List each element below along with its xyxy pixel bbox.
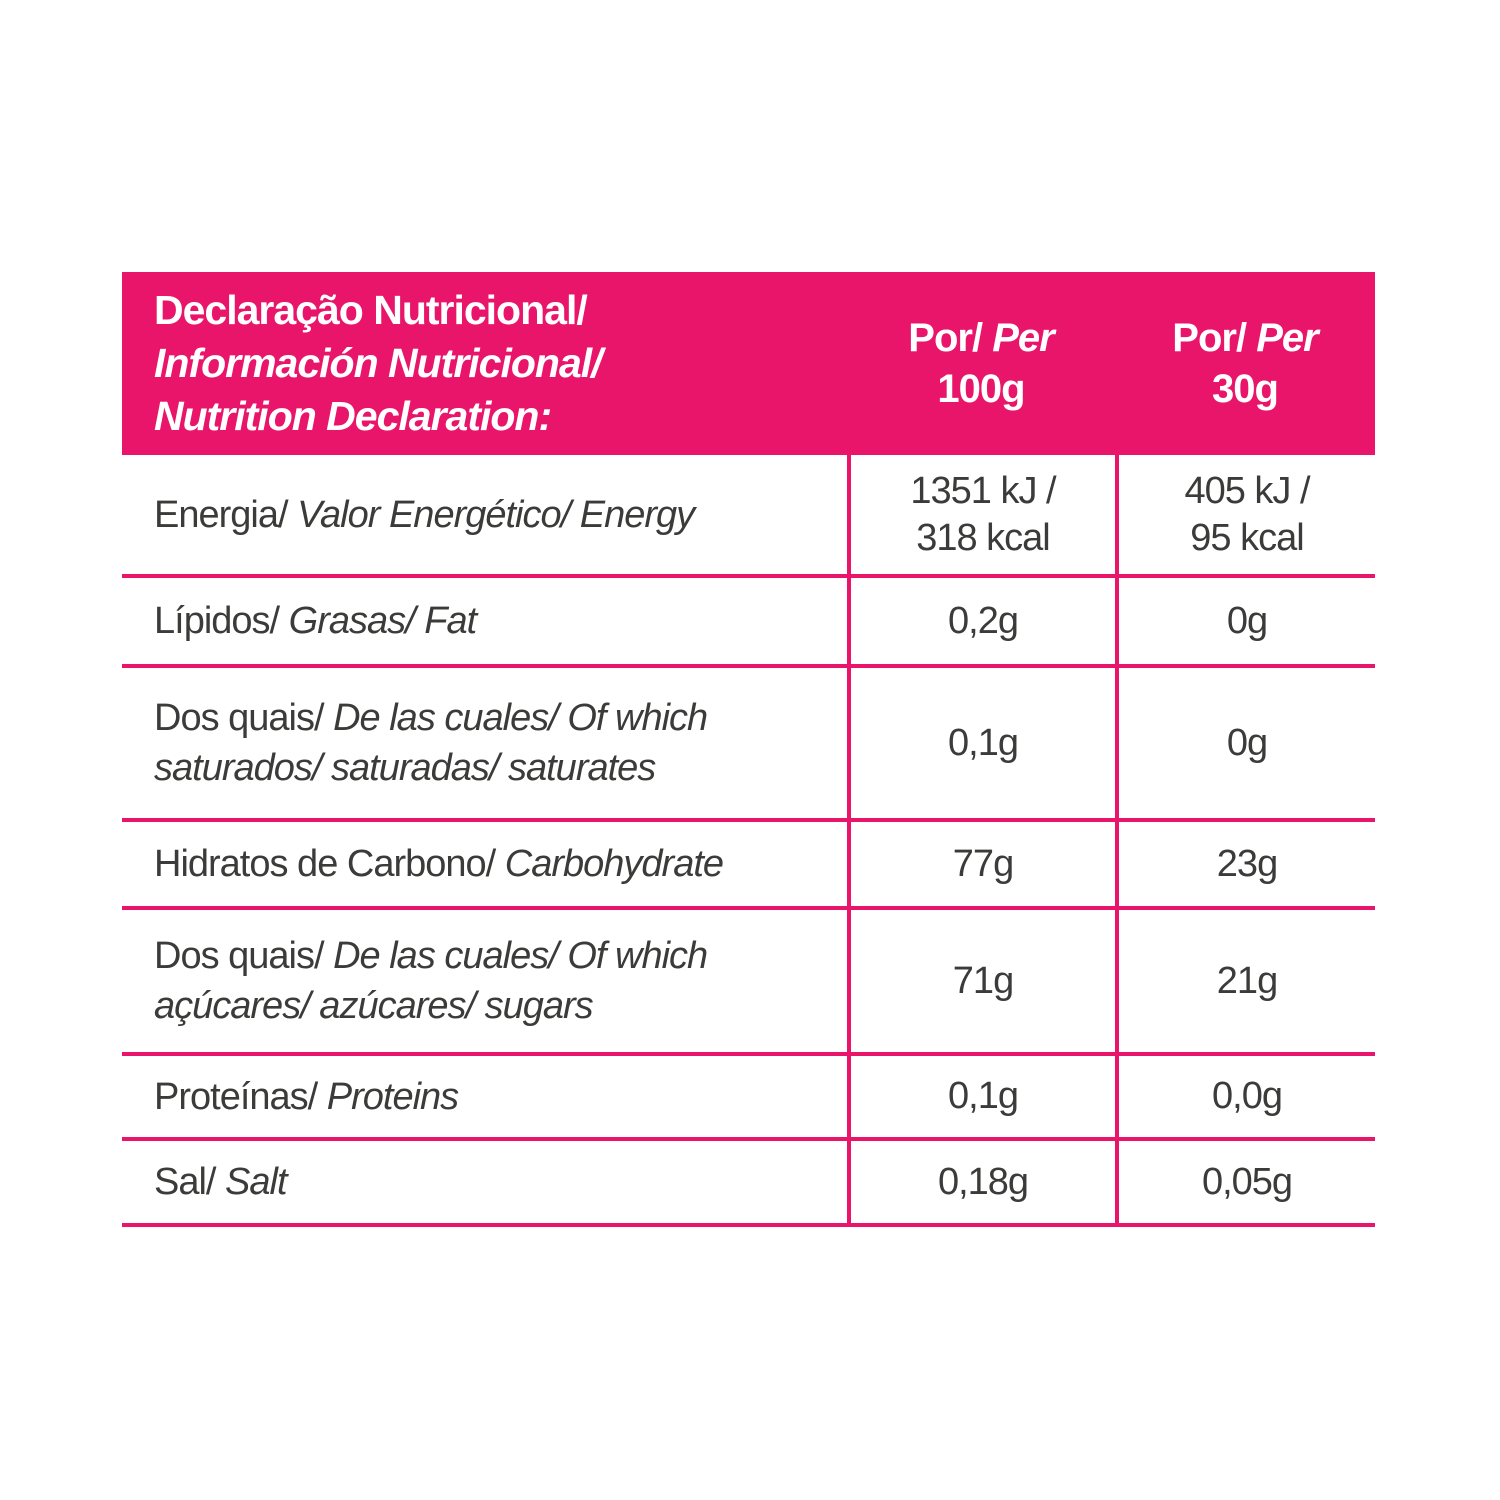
column-header-label: Por/ Per (908, 313, 1054, 364)
value-per-30g: 21g (1115, 910, 1375, 1052)
value-per-100g: 0,1g (847, 1056, 1115, 1137)
column-header-per-100g: Por/ Per 100g (847, 272, 1115, 455)
nutrient-name-italic: Carbohydrate (495, 843, 724, 885)
nutrient-name: Dos quais/ De las cuales/ Of which açúca… (154, 931, 708, 1031)
value-per-100g: 0,18g (847, 1141, 1115, 1223)
nutrient-name-cell: Sal/ Salt (122, 1141, 847, 1223)
table-title-line-es: Información Nutricional/ (154, 340, 603, 386)
nutrient-name-regular: Proteínas/ (154, 1075, 318, 1118)
value-per-100g: 1351 kJ / 318 kcal (847, 455, 1115, 574)
nutrient-name-italic: Valor Energético/ Energy (287, 493, 695, 536)
value-per-30g: 0g (1115, 578, 1375, 664)
table-title: Declaração Nutricional/ Información Nutr… (122, 272, 847, 455)
nutrient-name-regular: Lípidos/ (154, 600, 280, 642)
value-per-30g: 0,05g (1115, 1141, 1375, 1223)
value-per-30g: 0g (1115, 668, 1375, 818)
nutrient-name-cell: Lípidos/ Grasas/ Fat (122, 578, 847, 664)
nutrient-row: Sal/ Salt 0,18g 0,05g (122, 1141, 1375, 1227)
nutrient-row: Hidratos de Carbono/ Carbohydrate 77g 23… (122, 822, 1375, 910)
nutrient-name-italic: Salt (215, 1161, 288, 1203)
value-per-100g: 77g (847, 822, 1115, 906)
value-per-100g: 71g (847, 910, 1115, 1052)
nutrient-name: Hidratos de Carbono/ Carbohydrate (154, 839, 724, 889)
column-header-label-italic: Per (992, 315, 1054, 360)
nutrient-row: Dos quais/ De las cuales/ Of which açúca… (122, 910, 1375, 1056)
table-header: Declaração Nutricional/ Información Nutr… (122, 272, 1375, 455)
table-title-line-pt: Declaração Nutricional/ (154, 287, 588, 333)
nutrient-name-italic: Proteins (317, 1075, 459, 1118)
column-header-label-italic: Per (1256, 315, 1318, 360)
nutrient-name-regular: Sal/ (154, 1161, 216, 1203)
nutrition-table: Declaração Nutricional/ Información Nutr… (122, 272, 1375, 1227)
nutrient-name-cell: Proteínas/ Proteins (122, 1056, 847, 1137)
nutrient-row: Dos quais/ De las cuales/ Of which satur… (122, 668, 1375, 822)
nutrient-name-cell: Dos quais/ De las cuales/ Of which satur… (122, 668, 847, 818)
column-header-label-regular: Por/ (1172, 315, 1247, 360)
nutrient-name-regular: Hidratos de Carbono/ (154, 843, 496, 885)
value-per-100g: 0,1g (847, 668, 1115, 818)
table-title-line-en: Nutrition Declaration: (154, 393, 552, 439)
nutrient-name-italic: De las cuales/ Of which saturados/ satur… (154, 697, 708, 789)
nutrient-name: Dos quais/ De las cuales/ Of which satur… (154, 693, 708, 793)
value-per-30g: 0,0g (1115, 1056, 1375, 1137)
nutrient-name-regular: Dos quais/ (154, 935, 325, 977)
nutrient-row: Lípidos/ Grasas/ Fat 0,2g 0g (122, 578, 1375, 668)
nutrient-name-italic: De las cuales/ Of which açúcares/ azúcar… (154, 935, 708, 1027)
nutrient-name: Sal/ Salt (154, 1157, 288, 1207)
value-per-100g: 0,2g (847, 578, 1115, 664)
nutrient-row: Energia/ Valor Energético/ Energy 1351 k… (122, 455, 1375, 578)
column-header-per-30g: Por/ Per 30g (1115, 272, 1375, 455)
nutrient-name-regular: Energia/ (154, 493, 289, 536)
column-header-amount: 100g (937, 366, 1025, 411)
value-per-30g: 405 kJ / 95 kcal (1115, 455, 1375, 574)
nutrient-name: Lípidos/ Grasas/ Fat (154, 596, 478, 646)
nutrient-name: Proteínas/ Proteins (154, 1072, 459, 1122)
column-header-amount: 30g (1212, 366, 1279, 411)
nutrient-name-cell: Dos quais/ De las cuales/ Of which açúca… (122, 910, 847, 1052)
table-body: Energia/ Valor Energético/ Energy 1351 k… (122, 455, 1375, 1227)
nutrient-name-italic: Grasas/ Fat (279, 600, 478, 642)
column-header-label: Por/ Per (1172, 313, 1318, 364)
nutrient-name-cell: Hidratos de Carbono/ Carbohydrate (122, 822, 847, 906)
nutrient-name-regular: Dos quais/ (154, 697, 325, 739)
nutrient-row: Proteínas/ Proteins 0,1g 0,0g (122, 1056, 1375, 1141)
value-per-30g: 23g (1115, 822, 1375, 906)
nutrient-name: Energia/ Valor Energético/ Energy (154, 490, 695, 540)
column-header-label-regular: Por/ (908, 315, 983, 360)
nutrient-name-cell: Energia/ Valor Energético/ Energy (122, 455, 847, 574)
